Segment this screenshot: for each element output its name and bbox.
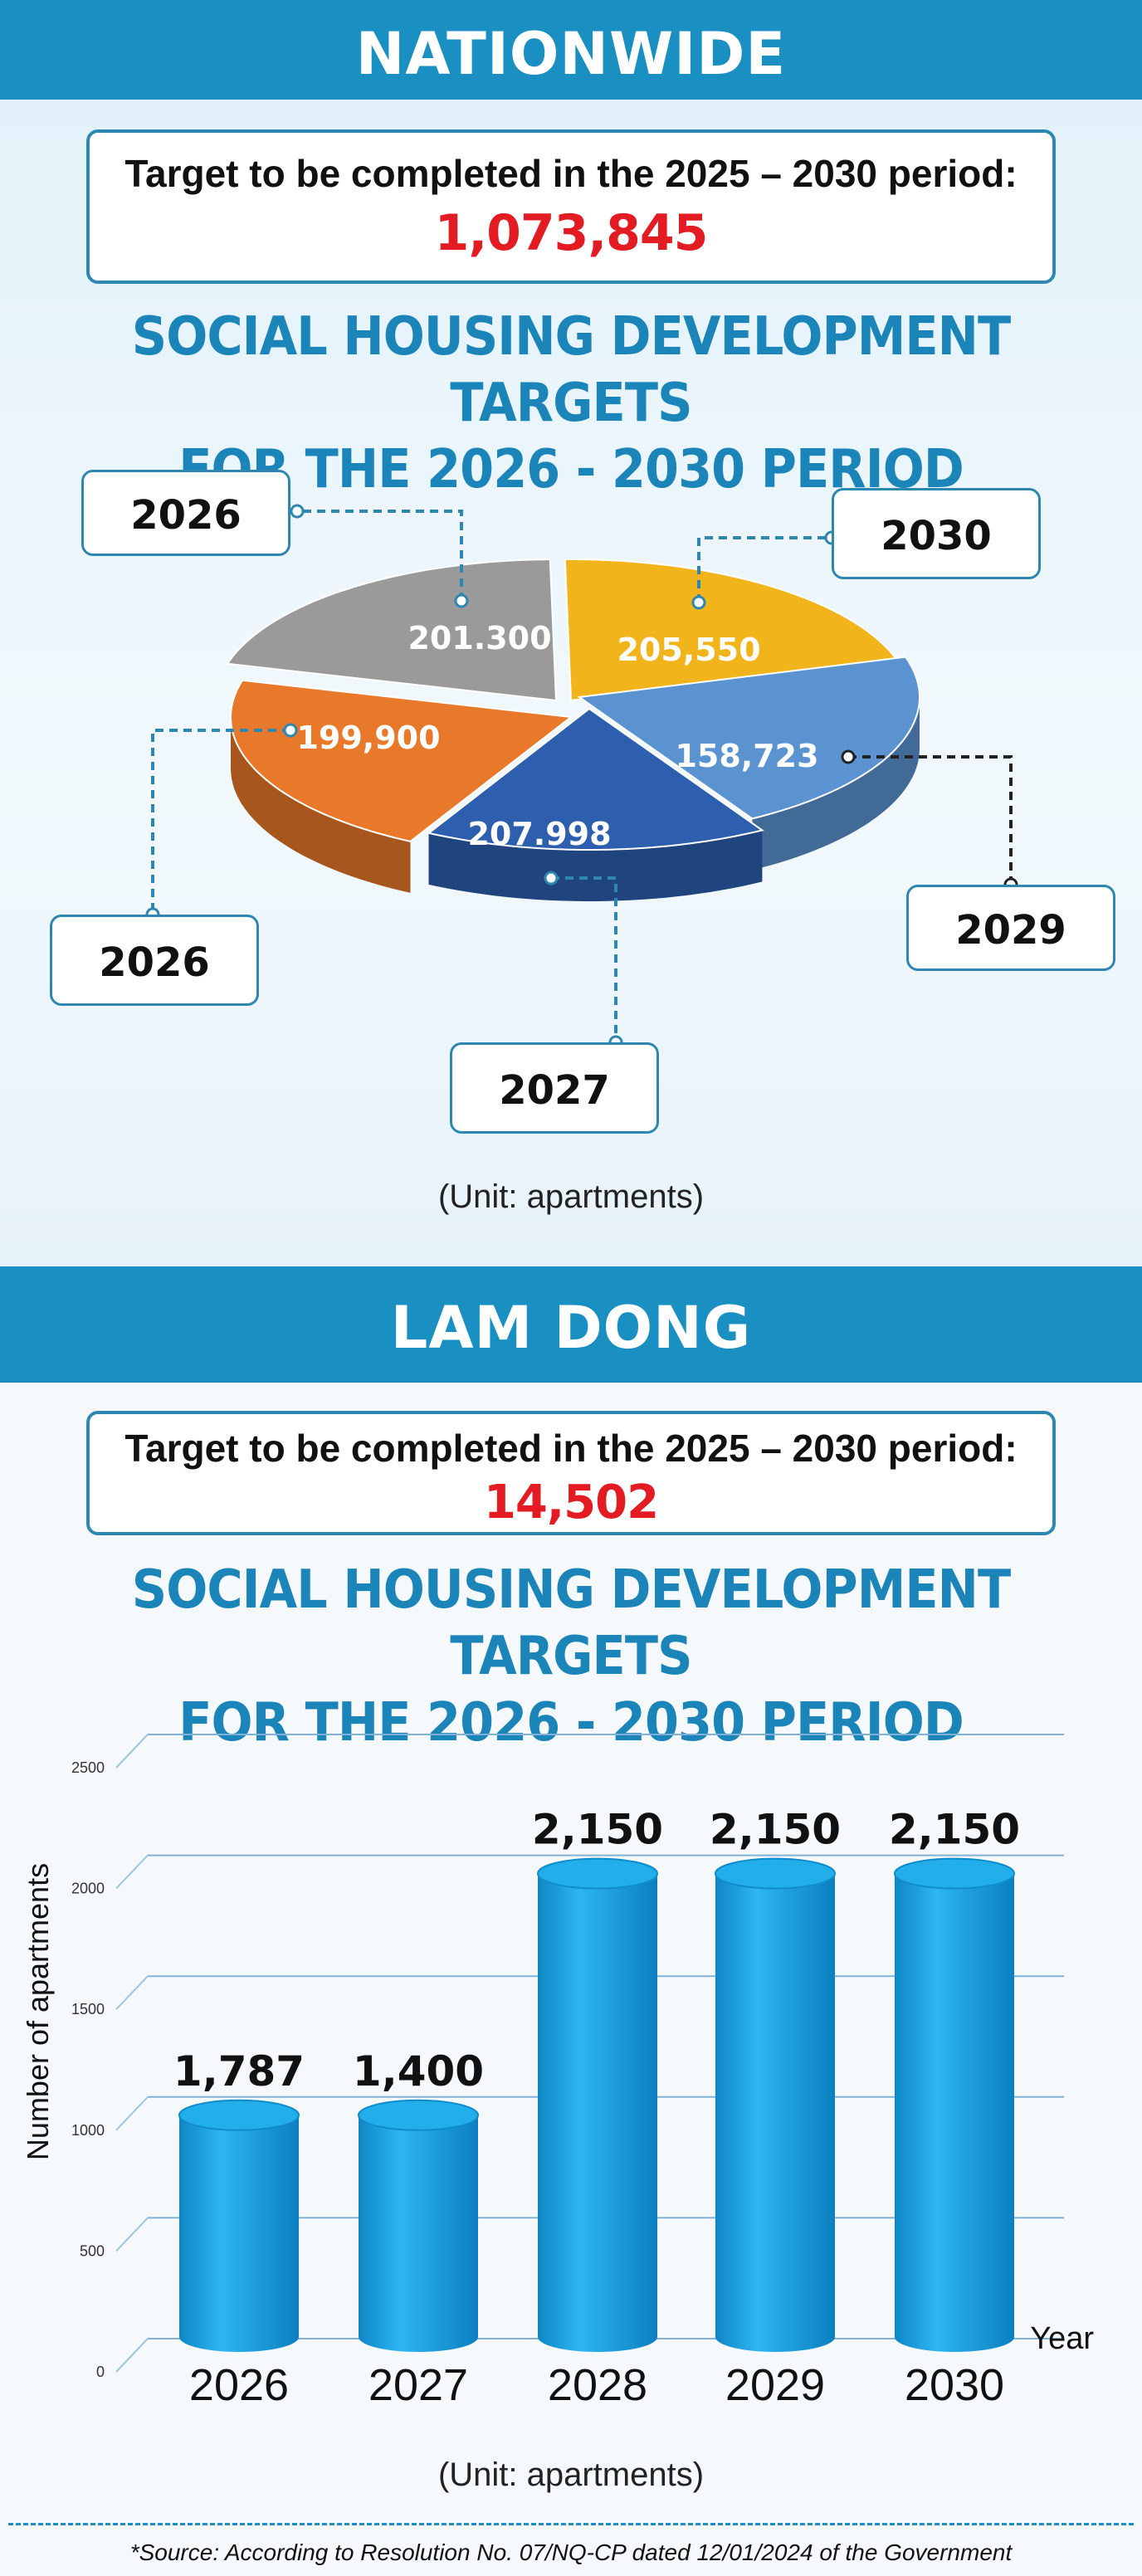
pie-callout-dot-2 <box>841 749 856 764</box>
bar-body-2029 <box>715 1873 835 2352</box>
pie-value-label-1: 205,550 <box>617 632 760 668</box>
pie-slice-side-2030 <box>752 697 920 871</box>
pie-callout-dot-3 <box>544 871 559 886</box>
nationwide-target-value: 1,073,845 <box>434 204 709 262</box>
pie-callout-end-dot-0 <box>290 504 305 519</box>
bar-gridline-skew-1500 <box>115 1975 149 2010</box>
pie-slice-wall-3 <box>231 717 411 893</box>
lam-dong-heading: LAM DONG <box>0 1266 1142 1383</box>
bar-top-2029 <box>715 1857 836 1890</box>
bar-body-2028 <box>538 1873 657 2352</box>
bar-y-axis-label: Number of apartments <box>21 1863 55 2160</box>
bar-top-2030 <box>894 1857 1015 1890</box>
bar-2028 <box>537 1857 658 2352</box>
lam-dong-chart-title-line2: FOR THE 2026 - 2030 PERIOD <box>178 1692 964 1754</box>
pie-slice-side-2029 <box>428 830 763 901</box>
bar-tick-label-2500: 2500 <box>71 1759 105 1776</box>
lam-dong-target-value: 14,502 <box>483 1476 659 1530</box>
lam-dong-target-box: Target to be completed in the 2025 – 203… <box>86 1411 1056 1535</box>
bar-value-label-2030: 2,150 <box>889 1806 1020 1854</box>
pie-callout-connector-1 <box>697 536 832 603</box>
nationwide-unit: (Unit: apartments) <box>437 1178 705 1215</box>
pie-callout-connector-2 <box>848 755 1013 885</box>
bar-2027 <box>358 2099 479 2352</box>
bar-tick-label-0: 0 <box>96 2364 105 2380</box>
pie-callout-2026-gray: 2026 <box>50 915 259 1006</box>
bar-tick-label-500: 500 <box>80 2242 105 2259</box>
pie-callout-dot-0 <box>454 593 469 608</box>
lam-dong-chart-title-line1: SOCIAL HOUSING DEVELOPMENT TARGETS <box>131 1559 1011 1687</box>
bar-body-2026 <box>179 2115 299 2352</box>
bar-value-label-2027: 1,400 <box>353 2047 484 2095</box>
bar-2026 <box>178 2099 300 2352</box>
pie-callout-dot-1 <box>691 595 706 610</box>
bar-value-label-2026: 1,787 <box>173 2047 305 2095</box>
pie-value-label-0: 201.300 <box>408 620 551 656</box>
pie-value-label-4: 199,900 <box>296 720 440 756</box>
bar-value-label-2029: 2,150 <box>710 1806 841 1854</box>
bar-gridline-skew-0 <box>115 2338 149 2373</box>
pie-slice-side-2027 <box>231 717 411 893</box>
nationwide-chart-title: SOCIAL HOUSING DEVELOPMENT TARGETS FOR T… <box>46 304 1096 503</box>
bar-tick-label-1500: 1500 <box>71 2001 105 2017</box>
pie-slice-wall-1 <box>752 697 920 871</box>
pie-slice-2 <box>427 707 764 851</box>
bar-2030 <box>894 1857 1015 2352</box>
nationwide-target-label: Target to be completed in the 2025 – 203… <box>124 152 1018 195</box>
bar-tick-label-1000: 1000 <box>71 2122 105 2139</box>
pie-slice-wall-2 <box>428 830 763 901</box>
bar-category-label-2029: 2029 <box>725 2360 825 2410</box>
pie-slice-3 <box>229 679 573 842</box>
pie-value-label-3: 207.998 <box>467 816 611 852</box>
pie-callout-connector-0 <box>297 510 463 601</box>
nationwide-target-box: Target to be completed in the 2025 – 203… <box>86 129 1056 284</box>
bar-gridline-skew-2000 <box>115 1854 149 1890</box>
pie-callout-2030: 2030 <box>832 488 1041 579</box>
bar-category-label-2026: 2026 <box>189 2360 289 2410</box>
pie-value-label-2: 158,723 <box>675 738 818 774</box>
pie-callout-dot-4 <box>283 723 298 738</box>
bar-gridline-skew-2500 <box>115 1734 149 1769</box>
lam-dong-unit: (Unit: apartments) <box>437 2456 705 2493</box>
bar-gridline-skew-1000 <box>115 2096 149 2131</box>
pie-callout-connector-4 <box>151 729 290 915</box>
bar-tick-label-2000: 2000 <box>71 1881 105 1897</box>
bar-x-axis-label: Year <box>1030 2321 1094 2356</box>
bar-top-2028 <box>537 1857 658 1890</box>
lam-dong-chart-title: SOCIAL HOUSING DEVELOPMENT TARGETS FOR T… <box>46 1557 1096 1756</box>
bar-category-label-2030: 2030 <box>905 2360 1004 2410</box>
nationwide-chart-title-line2: FOR THE 2026 - 2030 PERIOD <box>178 439 964 500</box>
pie-callout-2029: 2029 <box>906 885 1115 971</box>
bar-body-2027 <box>359 2115 478 2352</box>
bar-top-2026 <box>178 2099 300 2131</box>
nationwide-heading: NATIONWIDE <box>0 0 1142 100</box>
bar-gridline-skew-500 <box>115 2217 149 2252</box>
source-note: *Source: According to Resolution No. 07/… <box>129 2539 1013 2565</box>
pie-callout-connector-3 <box>551 876 617 1042</box>
nationwide-chart-title-line1: SOCIAL HOUSING DEVELOPMENT TARGETS <box>131 306 1011 434</box>
bar-2029 <box>715 1857 836 2352</box>
bar-category-label-2028: 2028 <box>548 2360 647 2410</box>
footer-divider <box>8 2523 1134 2525</box>
lam-dong-target-label: Target to be completed in the 2025 – 203… <box>124 1427 1018 1470</box>
pie-slice-4 <box>226 558 558 702</box>
pie-callout-2026-yellow: 2026 <box>81 470 290 556</box>
bar-value-label-2028: 2,150 <box>532 1806 663 1854</box>
pie-callout-2027: 2027 <box>450 1042 659 1134</box>
bar-category-label-2027: 2027 <box>368 2360 468 2410</box>
pie-slice-0 <box>564 559 899 702</box>
pie-slice-1 <box>577 656 921 820</box>
bar-top-2027 <box>358 2099 479 2131</box>
bar-body-2030 <box>895 1873 1014 2352</box>
